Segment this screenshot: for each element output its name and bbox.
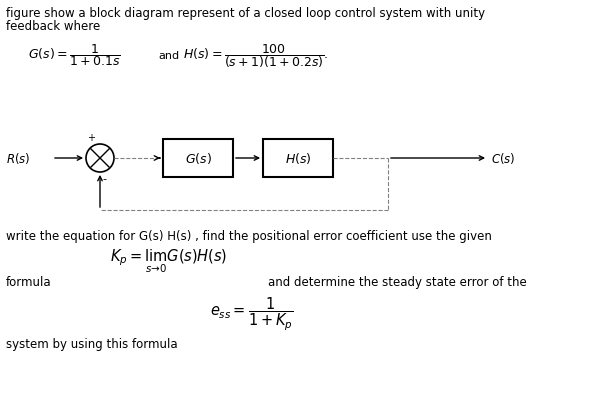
Text: $R(s)$: $R(s)$ (6, 150, 30, 166)
Text: -: - (102, 174, 106, 184)
Text: and determine the steady state error of the: and determine the steady state error of … (268, 276, 527, 289)
Text: $G(s)=\dfrac{1}{1+0.1s}$: $G(s)=\dfrac{1}{1+0.1s}$ (28, 42, 121, 68)
Text: write the equation for G(s) H(s) , find the positional error coefficient use the: write the equation for G(s) H(s) , find … (6, 230, 492, 243)
Text: system by using this formula: system by using this formula (6, 338, 177, 351)
Text: feedback where: feedback where (6, 20, 100, 33)
Text: $G(s)$: $G(s)$ (185, 150, 211, 166)
Bar (163, 139, 233, 177)
Text: $C(s)$: $C(s)$ (491, 150, 516, 166)
Text: and: and (158, 51, 179, 61)
Text: $K_p=\lim_{s\to 0}G(s)H(s)$: $K_p=\lim_{s\to 0}G(s)H(s)$ (110, 248, 227, 275)
Text: $e_{ss}=\dfrac{1}{1+K_p}$: $e_{ss}=\dfrac{1}{1+K_p}$ (210, 296, 294, 333)
Text: $H(s)$: $H(s)$ (285, 150, 311, 166)
Text: $H(s)=\dfrac{100}{(s+1)(1+0.2s)}.$: $H(s)=\dfrac{100}{(s+1)(1+0.2s)}.$ (183, 42, 328, 70)
Bar (263, 139, 333, 177)
Text: formula: formula (6, 276, 52, 289)
Text: figure show a block diagram represent of a closed loop control system with unity: figure show a block diagram represent of… (6, 7, 485, 20)
Text: +: + (87, 133, 95, 143)
